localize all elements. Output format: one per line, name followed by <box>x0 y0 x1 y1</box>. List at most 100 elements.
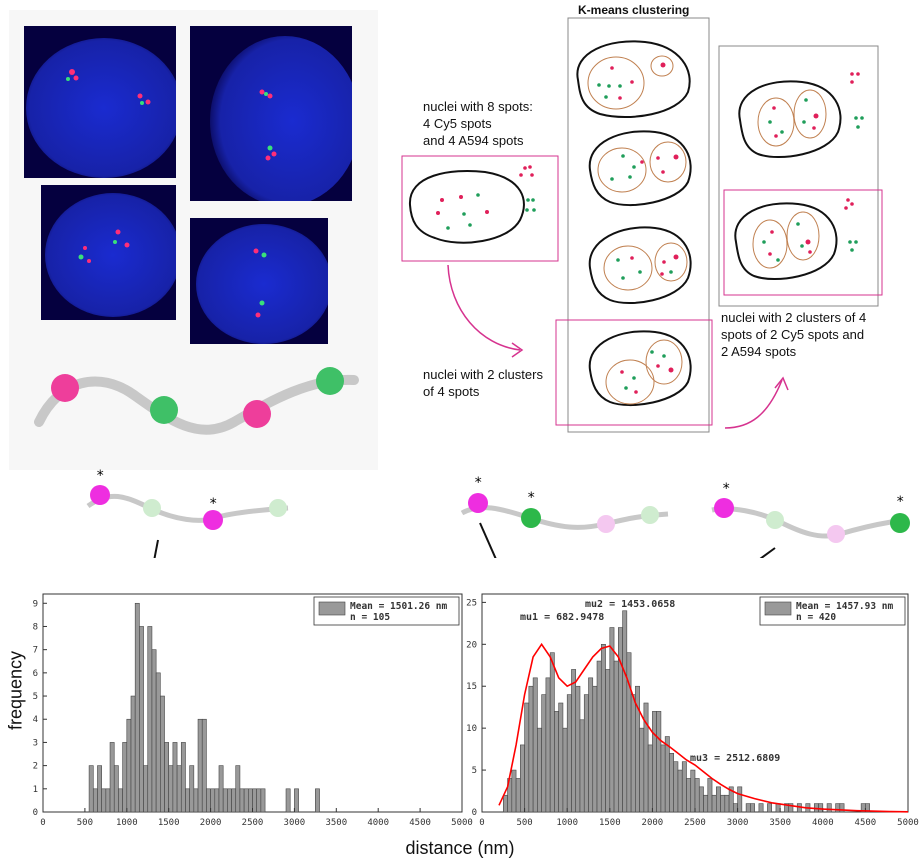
histogram-bar <box>248 788 253 813</box>
faded-a594-probe <box>641 506 659 524</box>
asterisk-4: * <box>527 490 536 506</box>
label-8-spots: nuclei with 8 spots: 4 Cy5 spots and 4 A… <box>423 99 533 148</box>
x-tick-label: 0 <box>479 818 484 828</box>
faded-cy5-probe <box>597 515 615 533</box>
final-column-box <box>718 45 879 307</box>
histogram-bar <box>193 788 199 813</box>
a594-probe-2 <box>316 367 344 395</box>
histogram-bar <box>511 769 517 813</box>
histogram-bar <box>566 694 572 813</box>
x-tick-label: 3500 <box>325 818 347 828</box>
histogram-bar <box>558 702 564 813</box>
histogram-bar <box>130 695 136 813</box>
histogram-bar <box>579 719 585 813</box>
legend-n: n = 105 <box>350 612 390 623</box>
x-tick-label: 4000 <box>812 818 834 828</box>
histogram-bar <box>197 718 203 813</box>
histogram-bar <box>818 803 824 813</box>
histogram-bar <box>660 744 666 813</box>
legend-mean: Mean = 1457.93 nm <box>796 601 894 612</box>
histogram-bar <box>185 788 190 813</box>
histogram-bar <box>703 794 709 813</box>
cy5-probe-2 <box>243 400 271 428</box>
histogram-bar <box>532 677 538 813</box>
histogram-bar <box>139 626 144 813</box>
histogram-bar <box>549 652 555 813</box>
histogram-bar <box>227 788 232 813</box>
chromatin-fiber <box>34 374 359 435</box>
x-tick-label: 2500 <box>684 818 706 828</box>
histogram-bar <box>235 765 241 813</box>
faded-a594-probe <box>143 499 161 517</box>
legend-mean: Mean = 1501.26 nm <box>350 601 448 612</box>
x-tick-label: 1500 <box>158 818 180 828</box>
final-nucleus-1 <box>738 72 864 158</box>
histogram-bar <box>122 742 128 813</box>
arrow-to-final <box>724 379 783 429</box>
legend-swatch <box>764 601 792 616</box>
histogram-bar <box>562 727 568 813</box>
histogram-bar <box>737 786 743 813</box>
histogram-bar <box>826 803 832 813</box>
histogram-bar <box>669 753 675 813</box>
histogram-bar <box>622 610 628 813</box>
histogram-bar <box>97 765 102 813</box>
histogram-bar <box>537 727 542 813</box>
asterisk-3: * <box>474 475 483 491</box>
histogram-bar <box>231 788 237 813</box>
histogram-bar <box>294 788 299 813</box>
histogram-bar <box>92 788 98 813</box>
histogram-bar <box>605 669 611 813</box>
histogram-bar <box>835 803 841 813</box>
final-nucleus-2 <box>734 198 858 280</box>
histogram-left: 0 500 1000 1500 2000 2500 3000 3500 4000 4500 5000… <box>33 593 473 828</box>
histogram-bar <box>147 626 153 813</box>
histogram-bar <box>720 794 726 813</box>
histogram-bar <box>656 711 662 813</box>
histogram-bar <box>113 765 119 813</box>
histogram-bar <box>243 788 249 813</box>
probe-pair-schematics <box>86 485 910 558</box>
histogram-bar <box>733 803 738 813</box>
gaussian-mixture-fit <box>498 642 909 813</box>
eight-spot-box <box>401 155 559 262</box>
y-tick-label: 5 <box>472 766 477 776</box>
histogram-bar <box>315 788 320 813</box>
histogram-bar <box>528 685 534 813</box>
y-tick-label: 20 <box>466 640 477 650</box>
kmeans-nucleus-3 <box>588 226 692 304</box>
y-tick-label: 7 <box>33 646 38 656</box>
x-tick-label: 5000 <box>451 818 473 828</box>
histogram-bar <box>596 660 602 813</box>
histogram-bar <box>767 803 772 813</box>
x-tick-label: 2000 <box>642 818 664 828</box>
histogram-bar <box>681 761 687 813</box>
x-tick-label: 1000 <box>116 818 138 828</box>
histogram-bar <box>541 694 547 813</box>
y-tick-label: 8 <box>33 622 38 632</box>
nucleus-image-1 <box>24 26 176 178</box>
kmeans-title: K-means clustering <box>578 3 690 17</box>
asterisk-1: * <box>96 468 105 484</box>
final-box <box>723 189 883 296</box>
cy5-probe-selected <box>203 510 223 530</box>
x-axis-title: distance (nm) <box>405 838 515 858</box>
x-tick-label: 500 <box>77 818 93 828</box>
x-tick-label: 4000 <box>367 818 389 828</box>
histogram-bar <box>707 778 713 813</box>
histogram-bar <box>545 677 551 813</box>
nucleus-image-1-graphic <box>26 38 176 178</box>
histogram-bar <box>592 685 598 813</box>
histogram-bar <box>252 788 257 813</box>
label-final: nuclei with 2 clusters of 4 spots of 2 C… <box>721 310 867 359</box>
histogram-bar <box>101 788 107 813</box>
histogram-bar <box>639 727 645 813</box>
histogram-bar <box>711 794 717 813</box>
label-2-clusters: nuclei with 2 clusters of 4 spots <box>423 367 543 399</box>
y-tick-label: 2 <box>33 762 38 772</box>
histogram-bar <box>728 786 734 813</box>
cy5-probe-selected <box>468 493 488 513</box>
histogram-bar <box>151 649 157 813</box>
histogram-bar <box>626 652 632 813</box>
kmeans-schematic <box>401 17 883 433</box>
